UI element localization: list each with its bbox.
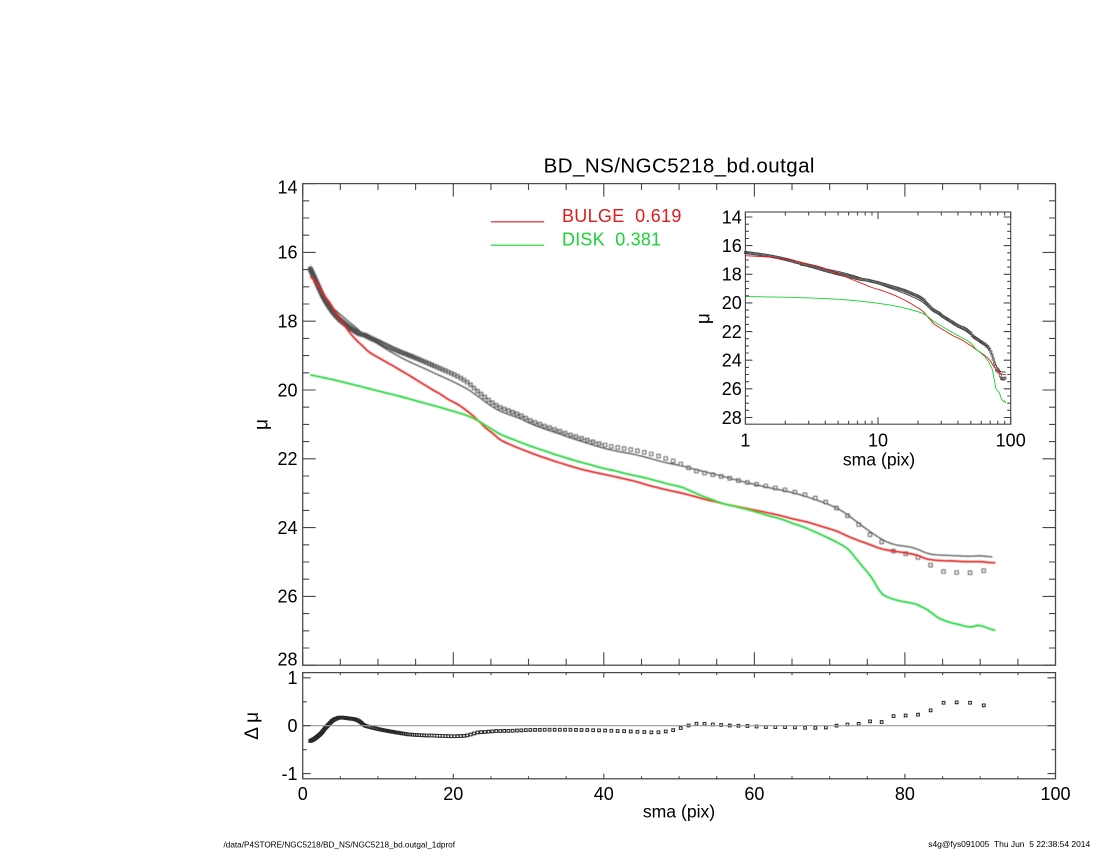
svg-text:16: 16: [722, 236, 742, 256]
svg-text:28: 28: [722, 408, 742, 428]
svg-text:Δ μ: Δ μ: [242, 712, 263, 740]
svg-text:60: 60: [744, 784, 764, 804]
svg-text:28: 28: [277, 650, 297, 670]
svg-text:26: 26: [722, 379, 742, 399]
svg-text:sma (pix): sma (pix): [843, 450, 915, 470]
svg-text:14: 14: [277, 178, 297, 198]
svg-text:26: 26: [277, 587, 297, 607]
svg-text:18: 18: [722, 265, 742, 285]
svg-text:20: 20: [722, 293, 742, 313]
svg-text:μ: μ: [251, 419, 272, 430]
svg-text:-1: -1: [281, 764, 297, 784]
svg-text:μ: μ: [693, 313, 714, 324]
svg-text:20: 20: [443, 784, 463, 804]
svg-text:20: 20: [277, 380, 297, 400]
svg-text:24: 24: [722, 351, 742, 371]
svg-text:0: 0: [298, 784, 308, 804]
svg-text:0: 0: [287, 716, 297, 736]
svg-text:18: 18: [277, 312, 297, 332]
svg-text:sma (pix): sma (pix): [643, 802, 715, 822]
svg-text:100: 100: [1040, 784, 1070, 804]
svg-text:80: 80: [895, 784, 915, 804]
svg-text:BULGE 0.619: BULGE 0.619: [562, 206, 682, 226]
svg-text:40: 40: [594, 784, 614, 804]
svg-text:16: 16: [277, 243, 297, 263]
svg-text:BD_NS/NGC5218_bd.outgal: BD_NS/NGC5218_bd.outgal: [544, 155, 815, 178]
svg-text:100: 100: [996, 430, 1026, 450]
svg-text:s4g@fys091005 Thu Jun 5 22:3: s4g@fys091005 Thu Jun 5 22:38:54 2014: [928, 839, 1090, 849]
svg-text:24: 24: [277, 518, 297, 538]
svg-text:22: 22: [277, 449, 297, 469]
svg-text:1: 1: [287, 668, 297, 688]
svg-text:DISK 0.381: DISK 0.381: [562, 230, 661, 250]
svg-text:22: 22: [722, 322, 742, 342]
svg-text:14: 14: [722, 207, 742, 227]
svg-text:/data/P4STORE/NGC5218/BD_NS/NG: /data/P4STORE/NGC5218/BD_NS/NGC5218_bd.o…: [224, 840, 456, 849]
svg-text:10: 10: [868, 430, 888, 450]
svg-text:1: 1: [740, 430, 750, 450]
